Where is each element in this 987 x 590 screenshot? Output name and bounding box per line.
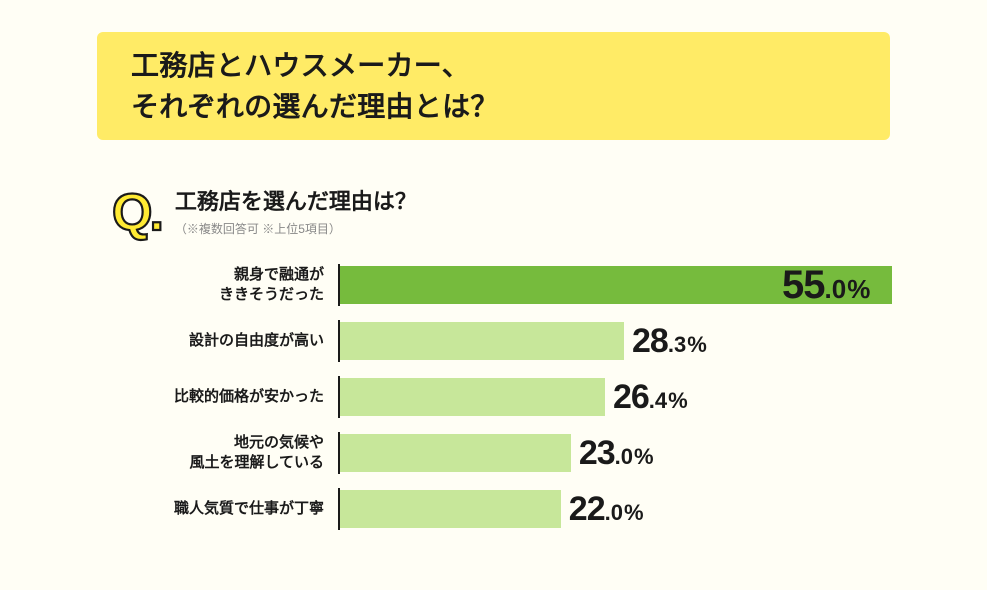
bar-value: 55.0% (782, 263, 870, 308)
bar-value: 22.0% (569, 490, 644, 529)
bar (340, 490, 561, 528)
chart-row: 職人気質で仕事が丁寧 22.0% (134, 488, 894, 530)
question-q-icon: Q. (112, 187, 161, 239)
percent-icon: % (634, 444, 654, 470)
bar-track: 22.0% (340, 490, 894, 528)
chart-row: 設計の自由度が高い 28.3% (134, 320, 894, 362)
section-header: 工務店とハウスメーカー、 それぞれの選んだ理由とは？ (97, 32, 890, 140)
chart-row: 親身で融通がききそうだった55.0% (134, 264, 894, 306)
value-int: 22 (569, 490, 605, 529)
percent-icon: % (847, 274, 870, 305)
bar-label: 比較的価格が安かった (134, 387, 338, 407)
value-dec: .4 (649, 388, 667, 414)
question-note: （※複数回答可 ※上位5項目） (175, 220, 417, 237)
chart-row: 比較的価格が安かった 26.4% (134, 376, 894, 418)
bar (340, 434, 571, 472)
bar-track: 55.0% (340, 266, 894, 304)
bar-label: 設計の自由度が高い (134, 331, 338, 351)
bar-track: 23.0% (340, 434, 894, 472)
value-int: 23 (579, 434, 615, 473)
bar-label: 職人気質で仕事が丁寧 (134, 499, 338, 519)
section-title: 工務店とハウスメーカー、 それぞれの選んだ理由とは？ (131, 46, 856, 127)
title-line-2: それぞれの選んだ理由とは？ (131, 91, 499, 122)
question-text-wrap: 工務店を選んだ理由は？ （※複数回答可 ※上位5項目） (175, 184, 417, 237)
bar-value: 23.0% (579, 434, 654, 473)
bar-label: 親身で融通がききそうだった (134, 265, 338, 306)
chart-row: 地元の気候や風土を理解している 23.0% (134, 432, 894, 474)
bar-label: 地元の気候や風土を理解している (134, 433, 338, 474)
value-dec: .0 (825, 274, 847, 305)
value-int: 28 (632, 322, 668, 361)
percent-icon: % (668, 388, 688, 414)
value-dec: .0 (615, 444, 633, 470)
bar (340, 322, 624, 360)
value-dec: .3 (668, 332, 686, 358)
value-int: 26 (613, 378, 649, 417)
bar-value: 28.3% (632, 322, 707, 361)
percent-icon: % (624, 500, 644, 526)
bar-track: 26.4% (340, 378, 894, 416)
bar-value: 26.4% (613, 378, 688, 417)
value-dec: .0 (605, 500, 623, 526)
question-text: 工務店を選んだ理由は？ (175, 184, 417, 216)
bar (340, 378, 605, 416)
bar-chart: 親身で融通がききそうだった55.0%設計の自由度が高い28.3%比較的価格が安か… (134, 264, 894, 544)
bar-track: 28.3% (340, 322, 894, 360)
question-block: Q. 工務店を選んだ理由は？ （※複数回答可 ※上位5項目） (112, 184, 892, 237)
title-line-1: 工務店とハウスメーカー、 (131, 50, 470, 81)
percent-icon: % (687, 332, 707, 358)
value-int: 55 (782, 263, 825, 308)
question-row: Q. 工務店を選んだ理由は？ （※複数回答可 ※上位5項目） (112, 184, 892, 237)
